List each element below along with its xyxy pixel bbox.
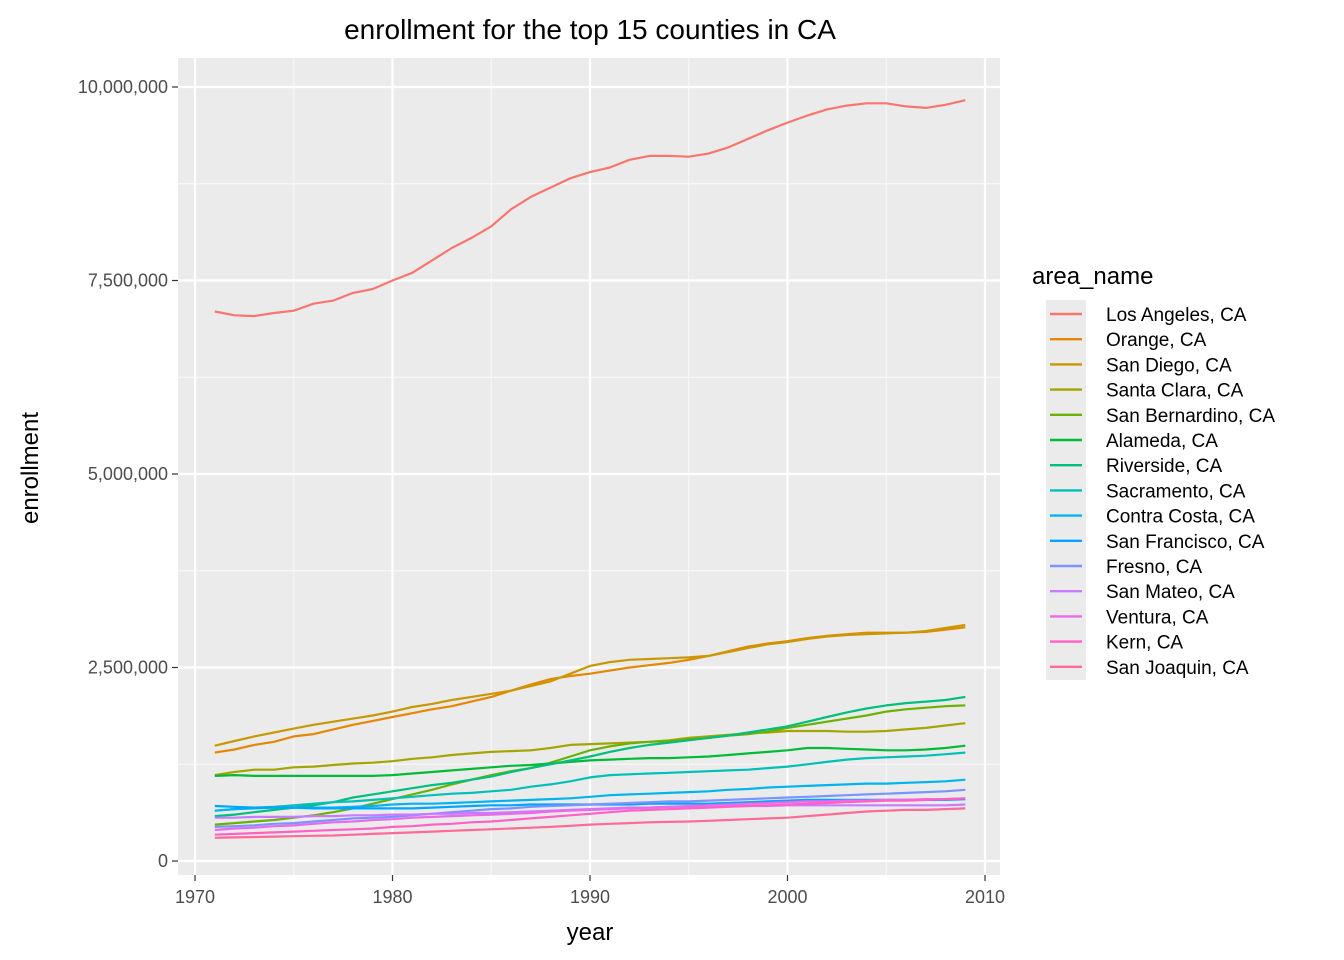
series-line-10: [214, 788, 966, 828]
legend-label: Alameda, CA: [1106, 431, 1218, 452]
legend-label: Ventura, CA: [1106, 607, 1209, 628]
y-tick-label: 7,500,000: [88, 271, 168, 291]
y-tick-label: 0: [158, 851, 168, 871]
legend-label: San Joaquin, CA: [1106, 658, 1249, 679]
legend: area_name Los Angeles, CA Orange, CA San D…: [1032, 263, 1275, 680]
y-axis-label: enrollment: [17, 412, 44, 524]
series-line-2: [214, 623, 966, 747]
y-tick-label: 10,000,000: [78, 77, 168, 97]
legend-items: Los Angeles, CA Orange, CA San Diego, CA Sa…: [1050, 305, 1275, 679]
legend-label: San Mateo, CA: [1106, 582, 1235, 603]
series-lines: [214, 99, 966, 839]
legend-label: Santa Clara, CA: [1106, 381, 1244, 402]
legend-label: Los Angeles, CA: [1106, 305, 1247, 326]
legend-label: San Bernardino, CA: [1106, 406, 1275, 427]
legend-title: area_name: [1032, 263, 1153, 290]
legend-label: Riverside, CA: [1106, 456, 1222, 477]
series-line-4: [214, 704, 966, 826]
x-axis: 1970 1980 1990 2000 2010: [175, 875, 1005, 907]
y-axis: 0 2,500,000 5,000,000 7,500,000 10,000,000: [78, 77, 178, 871]
series-line-7: [214, 751, 966, 812]
legend-label: San Diego, CA: [1106, 355, 1232, 376]
legend-label: Contra Costa, CA: [1106, 507, 1255, 528]
x-axis-label: year: [567, 919, 614, 946]
legend-label: Kern, CA: [1106, 633, 1183, 654]
series-line-0: [214, 99, 966, 318]
x-tick-label: 1980: [372, 887, 412, 907]
chart-title: enrollment for the top 15 counties in CA: [344, 14, 836, 45]
series-line-3: [214, 722, 966, 777]
series-line-5: [214, 744, 966, 778]
legend-label: Fresno, CA: [1106, 557, 1202, 578]
legend-label: San Francisco, CA: [1106, 532, 1265, 553]
legend-label: Orange, CA: [1106, 330, 1207, 351]
series-line-12: [214, 797, 966, 832]
x-tick-label: 1970: [175, 887, 215, 907]
major-gridlines: [178, 58, 1000, 875]
y-tick-label: 5,000,000: [88, 464, 168, 484]
series-line-14: [214, 807, 966, 839]
series-line-6: [214, 695, 966, 818]
legend-label: Sacramento, CA: [1106, 481, 1246, 502]
x-tick-label: 2010: [965, 887, 1005, 907]
x-tick-label: 1990: [570, 887, 610, 907]
x-tick-label: 2000: [767, 887, 807, 907]
series-line-13: [214, 797, 966, 836]
y-tick-label: 2,500,000: [88, 658, 168, 678]
